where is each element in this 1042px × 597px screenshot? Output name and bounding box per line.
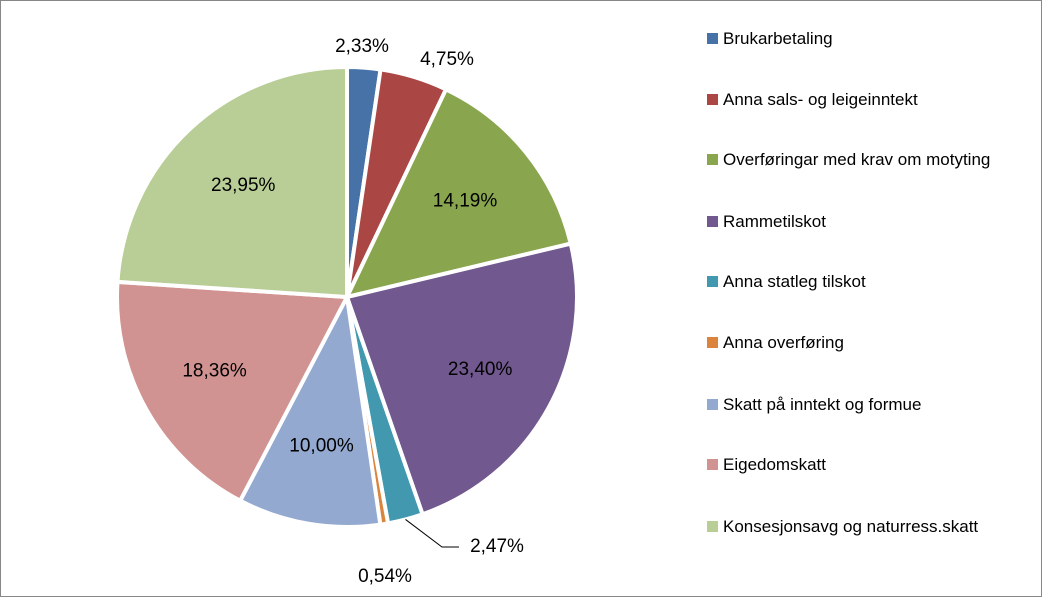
legend-item: Anna overføring xyxy=(707,332,1037,353)
legend-item: Anna statleg tilskot xyxy=(707,271,1037,292)
leader-line xyxy=(405,519,459,548)
legend-label: Skatt på inntekt og formue xyxy=(723,395,922,414)
legend-item: Skatt på inntekt og formue xyxy=(707,394,1037,415)
data-label: 0,54% xyxy=(358,566,412,587)
data-label: 2,33% xyxy=(335,36,389,57)
legend-swatch xyxy=(707,399,718,410)
data-label: 10,00% xyxy=(289,436,354,457)
legend-swatch xyxy=(707,94,718,105)
pie-slice xyxy=(343,86,574,300)
legend-item: Rammetilskot xyxy=(707,211,1037,232)
legend-swatch xyxy=(707,459,718,470)
legend-swatch xyxy=(707,216,718,227)
legend-label: Rammetilskot xyxy=(723,212,826,231)
legend-item: Anna sals- og leigeinntekt xyxy=(707,89,1037,110)
data-label: 14,19% xyxy=(433,191,498,212)
legend-label: Anna overføring xyxy=(723,333,844,352)
data-label: 23,95% xyxy=(211,175,276,196)
pie-slice xyxy=(237,290,383,529)
data-label: 4,75% xyxy=(420,49,474,70)
data-label: 2,47% xyxy=(470,536,524,557)
legend-label: Anna sals- og leigeinntekt xyxy=(723,90,918,109)
legend-label: Brukarbetaling xyxy=(723,29,833,48)
legend-item: Brukarbetaling xyxy=(707,28,1037,49)
legend-swatch xyxy=(707,521,718,532)
legend-swatch xyxy=(707,276,718,287)
pie-slice xyxy=(344,241,579,517)
legend-item: Konsesjonsavg og naturress.skatt xyxy=(707,516,1037,537)
legend-label: Overføringar med krav om motyting xyxy=(723,150,991,169)
legend-item: Eigedomskatt xyxy=(707,454,1037,475)
legend-label: Anna statleg tilskot xyxy=(723,272,866,291)
pie-slice xyxy=(115,279,351,504)
legend-label: Eigedomskatt xyxy=(723,455,826,474)
legend-swatch xyxy=(707,33,718,44)
data-label: 23,40% xyxy=(448,359,513,380)
legend-label: Konsesjonsavg og naturress.skatt xyxy=(723,517,979,536)
legend-item: Overføringar med krav om motyting xyxy=(707,149,1037,170)
legend-swatch xyxy=(707,154,718,165)
data-label: 18,36% xyxy=(182,360,247,381)
legend-swatch xyxy=(707,337,718,348)
pie-slice xyxy=(115,64,349,300)
